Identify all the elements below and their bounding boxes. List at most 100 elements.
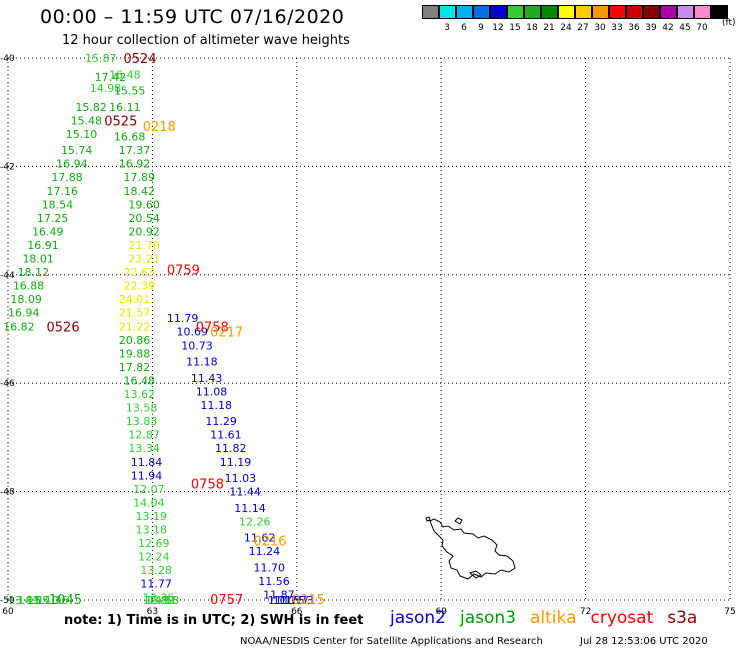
wave-height-label: 11.62 (244, 532, 276, 545)
wave-height-label: 12.26 (239, 515, 270, 528)
color-scale-swatch (592, 5, 609, 19)
coastline-island (425, 516, 516, 580)
wave-height-label: 13.83 (126, 415, 158, 428)
wave-height-label: 16.49 (32, 225, 64, 238)
wave-height-label: 18.01 (22, 253, 54, 266)
wave-height-label: 15.48 (71, 114, 103, 127)
wave-height-label: 16.91 (27, 239, 59, 252)
unit-label: (ft) (722, 18, 736, 28)
chart-subtitle: 12 hour collection of altimeter wave hei… (62, 33, 350, 48)
color-scale-swatch (609, 5, 626, 19)
wave-height-label: 16.94 (8, 307, 40, 320)
color-scale-label: 3 (444, 23, 450, 33)
wave-height-label: 14.04 (133, 496, 165, 509)
wave-height-label: 11.03 (225, 472, 257, 485)
color-scale-swatch (711, 5, 728, 19)
wave-height-label: 23.21 (128, 253, 160, 266)
wave-height-label: 10.69 (176, 326, 208, 339)
wave-height-label: 17.82 (119, 361, 151, 374)
wave-height-label: 22.39 (124, 280, 155, 293)
x-tick-label: 69 (435, 607, 447, 617)
grid-lines (7, 57, 731, 601)
wave-height-label: 11.08 (196, 385, 228, 398)
x-tick-label: 63 (147, 607, 158, 617)
pass-time-label: 0757 (210, 593, 243, 608)
wave-height-label: 12.82 (143, 594, 175, 607)
color-scale-label: 9 (478, 23, 484, 33)
wave-height-label: 11.61 (210, 429, 242, 442)
wave-height-label: 17.16 (47, 185, 79, 198)
wave-height-label: 18.12 (18, 266, 50, 279)
color-scale-label: 30 (594, 23, 606, 33)
chart-title: 00:00 – 11:59 UTC 07/16/2020 (40, 6, 345, 28)
pass-time-label: 0216 (253, 534, 286, 549)
wave-height-label: 17.37 (119, 144, 151, 157)
wave-height-label: 20.86 (119, 334, 151, 347)
wave-height-label: 13.37 (145, 594, 177, 607)
wave-height-label: 22.63 (124, 266, 155, 279)
footer-timestamp: Jul 28 12:53:06 UTC 2020 (580, 636, 708, 647)
color-scale-swatch (694, 5, 711, 19)
wave-height-label: 16.48 (109, 68, 141, 81)
color-scale-swatch (558, 5, 575, 19)
wave-height-label: 15.10 (27, 594, 59, 607)
wave-height-label: 11.79 (167, 312, 199, 325)
wave-height-label: 11.19 (220, 456, 252, 469)
legend-s3a: s3a (667, 608, 698, 628)
color-scale-swatch (677, 5, 694, 19)
footer-organization: NOAA/NESDIS Center for Satellite Applica… (240, 636, 543, 647)
wave-height-label: 15.87 (85, 52, 117, 65)
wave-height-label: 24.01 (119, 293, 151, 306)
pass-time-label: 0758 (196, 320, 229, 335)
wave-height-label: 14.98 (90, 82, 122, 95)
wave-height-label: 17.25 (37, 212, 69, 225)
wave-height-label: 12.87 (128, 429, 160, 442)
color-scale-swatch (643, 5, 660, 19)
y-tick-label: -42 (0, 162, 15, 172)
y-tick-label: -50 (0, 596, 15, 606)
satellite-legend: jason2 jason3 altika cryosat s3a (390, 608, 711, 628)
wave-height-label: 11.70 (253, 561, 284, 574)
note-text: note: 1) Time is in UTC; 2) SWH is in fe… (64, 613, 364, 628)
wave-height-label: 20.54 (128, 212, 160, 225)
legend-jason3: jason3 (460, 608, 516, 628)
color-scale-label: 18 (526, 23, 538, 33)
wave-height-label: 16.82 (3, 320, 35, 333)
wave-height-label: 12.24 (138, 551, 170, 564)
wave-height-label: 10.73 (181, 339, 213, 352)
x-tick-label: 72 (580, 607, 591, 617)
pass-time-label: 0526 (47, 320, 80, 335)
color-scale-swatch (507, 5, 524, 19)
color-scale-label: 33 (611, 23, 623, 33)
color-scale-label: 21 (543, 23, 555, 33)
pass-time-label: 0215 (292, 593, 325, 608)
x-tick-label: 66 (291, 607, 303, 617)
x-tick-label: 60 (2, 607, 14, 617)
x-tick-labels: 60 63 66 69 72 75 (2, 607, 735, 617)
wave-height-label: 11.77 (140, 578, 172, 591)
wave-height-label: 16.94 (56, 158, 87, 171)
color-scale-swatch (473, 5, 490, 19)
wave-height-label: 21.22 (119, 320, 151, 333)
wave-height-label: 13.89 (8, 594, 40, 607)
wave-height-label: 15.74 (61, 144, 93, 157)
wave-height-label: 15.82 (75, 101, 107, 114)
wave-height-label: 15.10 (66, 128, 98, 141)
color-scale-swatch (422, 5, 439, 19)
pass-time-label: 0759 (167, 263, 200, 278)
wave-height-label: 19.60 (128, 198, 160, 211)
wave-height-label: 16.11 (109, 101, 141, 114)
wave-height-label: 13.58 (126, 402, 158, 415)
wave-height-label: 12.07 (133, 483, 165, 496)
pass-time-label: 1045 (49, 593, 82, 608)
y-tick-label: -46 (0, 379, 15, 389)
wave-height-label: 19.88 (119, 347, 151, 360)
pass-time-label: 0524 (124, 52, 157, 67)
pass-time-label: 0525 (104, 114, 137, 129)
color-scale-label: 39 (645, 23, 657, 33)
wave-height-label: 11.76 (273, 594, 305, 607)
wave-height-label: 13.36 (143, 591, 175, 604)
y-tick-label: -40 (0, 54, 15, 64)
wave-height-label: 18.09 (10, 293, 42, 306)
